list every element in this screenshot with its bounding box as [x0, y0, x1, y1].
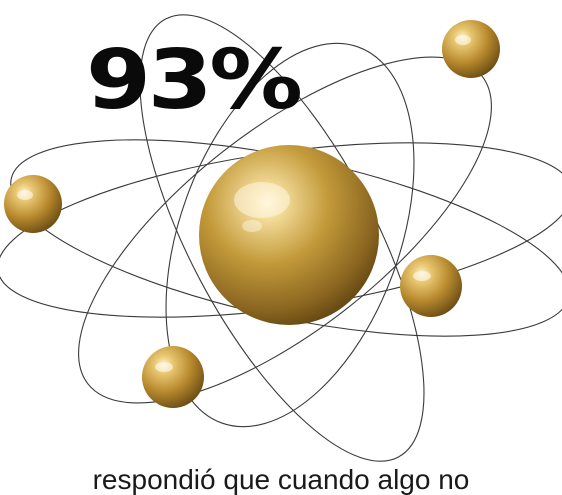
electron-sphere: [442, 20, 500, 78]
electron-sphere: [142, 346, 204, 408]
orbit-ring: [165, 42, 415, 428]
electron-sphere: [4, 175, 62, 233]
electron-sphere: [400, 255, 462, 317]
nucleus-sphere: [199, 145, 379, 325]
percentage-headline: 93%: [86, 33, 303, 128]
orbit-ring: [78, 56, 492, 404]
caption-text: respondió que cuando algo no: [92, 464, 470, 495]
